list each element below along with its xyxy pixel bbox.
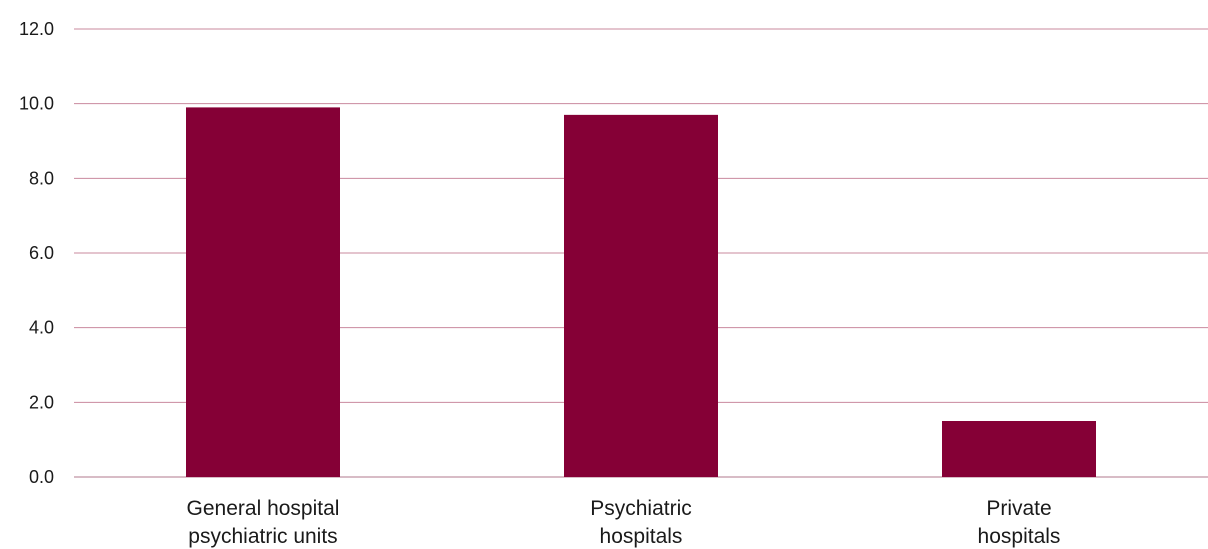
- x-category-label: Psychiatric: [590, 497, 692, 520]
- y-axis-tick-labels: 0.0 2.0 4.0 6.0 8.0 10.0 12.0: [19, 19, 54, 487]
- bar: [186, 107, 340, 478]
- bars: [186, 107, 1096, 478]
- x-axis-category-labels: General hospital psychiatric units Psychia…: [187, 497, 1061, 548]
- y-tick-label: 12.0: [19, 19, 54, 39]
- y-tick-label: 10.0: [19, 94, 54, 114]
- y-tick-label: 2.0: [29, 392, 54, 412]
- x-category-label: hospitals: [600, 525, 683, 548]
- x-category-label: psychiatric units: [188, 525, 337, 548]
- y-tick-label: 6.0: [29, 243, 54, 263]
- bar: [564, 114, 718, 477]
- y-tick-label: 8.0: [29, 168, 54, 188]
- y-tick-label: 0.0: [29, 467, 54, 487]
- bar: [942, 421, 1096, 477]
- y-tick-label: 4.0: [29, 318, 54, 338]
- x-category-label: Private: [986, 497, 1051, 520]
- x-category-label: General hospital: [187, 497, 340, 520]
- x-category-label: hospitals: [978, 525, 1061, 548]
